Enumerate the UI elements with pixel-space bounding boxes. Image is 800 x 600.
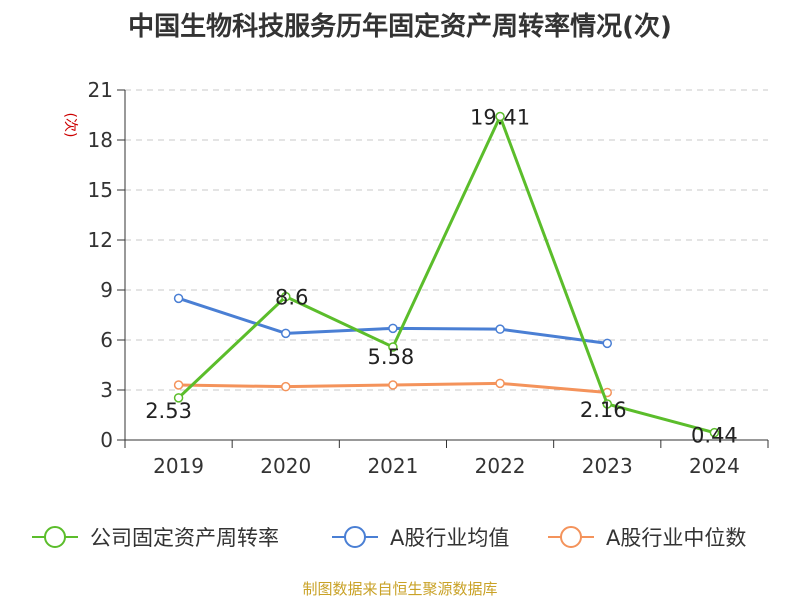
series-point (388, 342, 398, 352)
data-label: 0.44 (691, 424, 738, 448)
y-tick-label: 6 (100, 328, 113, 352)
grid-lines (125, 89, 768, 391)
x-tick-label: 2019 (153, 454, 204, 478)
x-tick-label: 2024 (689, 454, 740, 478)
legend-label: A股行业中位数 (606, 526, 746, 550)
legend-label: 公司固定资产周转率 (90, 526, 279, 550)
data-labels: 2.53 8.6 5.58 19.41 2.16 0.44 (145, 106, 738, 448)
series-point (602, 399, 612, 409)
axes: 0 3 6 9 12 15 18 21 2019 2020 2021 2022 2023 2024 (次) (62, 78, 769, 478)
data-label: 2.53 (145, 399, 192, 423)
series-lines (173, 111, 720, 438)
source-footer: 制图数据来自恒生聚源数据库 (302, 580, 498, 598)
series-point (495, 111, 505, 122)
x-tick-label: 2023 (582, 454, 633, 478)
data-label: 5.58 (368, 345, 415, 369)
y-tick-label: 18 (88, 128, 113, 152)
data-label: 8.6 (275, 286, 308, 310)
series-point (388, 323, 398, 334)
series-point (281, 381, 291, 392)
y-tick-label: 3 (100, 378, 113, 402)
y-tick-label: 0 (100, 428, 113, 452)
y-tick-label: 12 (88, 228, 113, 252)
series-line (177, 115, 715, 435)
series-point (495, 324, 505, 334)
series-point (281, 328, 291, 339)
series-point (388, 380, 398, 390)
legend: 公司固定资产周转率 A股行业均值 A股行业中位数 (32, 526, 746, 550)
chart-title: 中国生物科技服务历年固定资产周转率情况(次) (128, 12, 672, 42)
y-tick-label: 9 (100, 278, 113, 302)
data-label: 2.16 (580, 398, 627, 422)
legend-marker (560, 526, 582, 548)
legend-marker (44, 526, 66, 548)
series-point (173, 293, 184, 304)
legend-marker (344, 526, 366, 548)
series-point (602, 338, 612, 349)
series-point (709, 427, 720, 438)
y-tick-label: 21 (88, 78, 113, 102)
series-point (495, 378, 505, 389)
series-point (281, 291, 291, 302)
x-tick-label: 2021 (367, 454, 418, 478)
y-tick-label: 15 (88, 178, 113, 202)
series-point (173, 393, 184, 403)
legend-label: A股行业均值 (390, 526, 509, 550)
series-point (173, 380, 184, 390)
data-label: 19.41 (470, 106, 530, 130)
x-tick-label: 2022 (475, 454, 526, 478)
y-axis-unit-label: (次) (62, 113, 78, 138)
x-tick-label: 2020 (260, 454, 311, 478)
